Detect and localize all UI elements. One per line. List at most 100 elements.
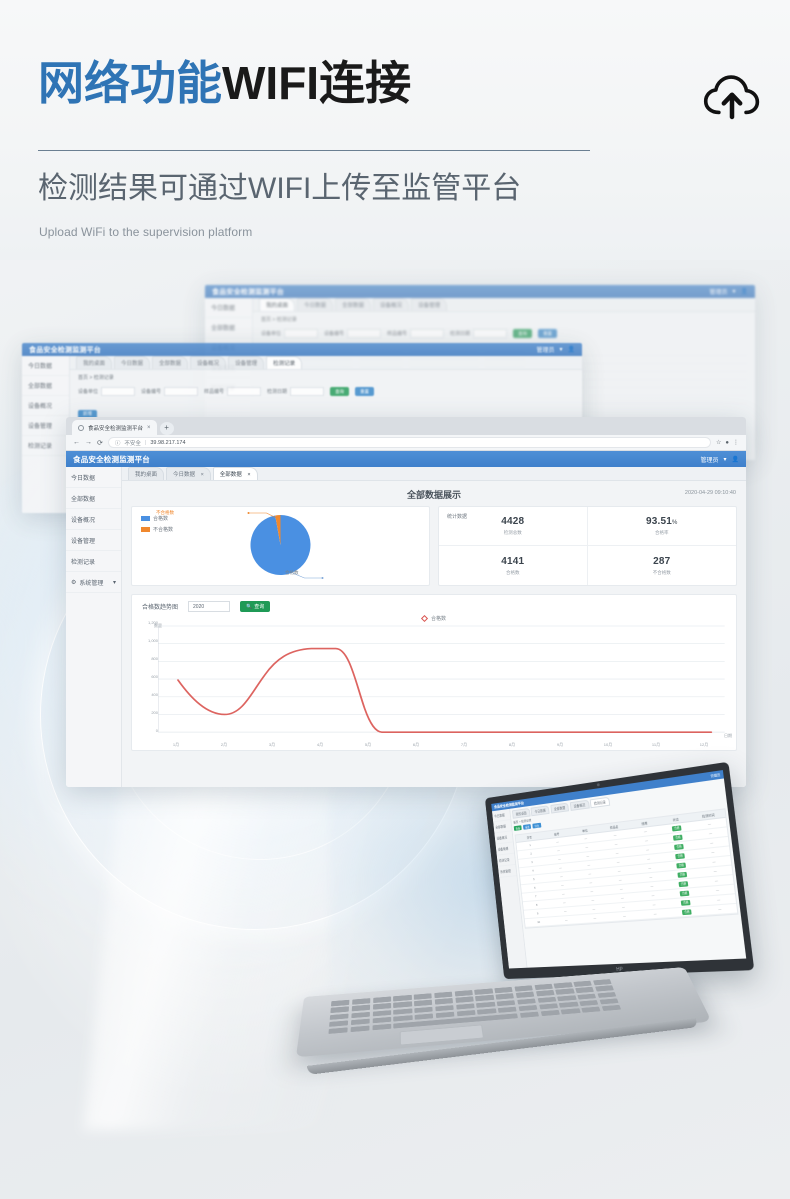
bw2-sidebar-item-1[interactable]: 全部数据 [22, 376, 69, 396]
y-tick-3: 600 [151, 674, 158, 679]
bw2-add-button[interactable]: 新增 [78, 409, 97, 419]
bw1-tab-4[interactable]: 设备管理 [411, 298, 448, 311]
sidebar-item-all-data[interactable]: 全部数据 [66, 488, 121, 509]
reload-icon[interactable]: ⟳ [97, 439, 103, 447]
bw2-tabbar[interactable]: 我的桌面 今日数据 全部数据 设备概况 设备管理 检测记录 [70, 356, 582, 370]
tab-all-data[interactable]: 全部数据 × [212, 467, 258, 480]
laptop-screen[interactable]: 食品安全检测监测平台 管理员 今日数据 全部数据 设备概况 设备管理 检测记录 … [491, 770, 747, 969]
bw1-filter-bar[interactable]: 设备单位 设备编号 样品编号 检测日期 查询 重置 [253, 323, 755, 344]
bw1-tabbar[interactable]: 我的桌面 今日数据 全部数据 设备概况 设备管理 [253, 298, 755, 312]
browser-omnibar[interactable]: ← → ⟳ ⓘ 不安全 | 39.98.217.174 ☆ ● ⋮ [66, 435, 746, 451]
browser-tabstrip[interactable]: 食品安全检测监测平台 × + [66, 417, 746, 435]
sidebar-item-today-data[interactable]: 今日数据 [66, 467, 121, 488]
forward-icon[interactable]: → [85, 439, 92, 446]
bw2-field-0[interactable]: 设备单位 [78, 387, 136, 396]
bw1-field-1[interactable]: 设备编号 [324, 329, 382, 338]
bw2-tab-0[interactable]: 我的桌面 [76, 356, 113, 369]
bw1-field-0-input[interactable] [284, 329, 319, 338]
bw2-sidebar-item-4[interactable]: 检测记录 [22, 436, 69, 456]
security-label: 不安全 [124, 440, 141, 447]
bw1-field-1-input[interactable] [347, 329, 382, 338]
pie-legend-item-pass[interactable]: 合格数 [141, 515, 173, 522]
app-sidebar[interactable]: 今日数据 全部数据 设备概况 设备管理 检测记录 ⚙ 系统管理 ▾ [66, 467, 122, 787]
main-browser-window[interactable]: 食品安全检测监测平台 × + ← → ⟳ ⓘ 不安全 | 39.98.217.1… [66, 417, 746, 787]
bw2-user[interactable]: 管理员 ▾ 👤 [536, 345, 575, 354]
bw1-field-2[interactable]: 样品编号 [387, 329, 445, 338]
menu-icon[interactable]: ⋮ [733, 440, 739, 446]
app-tabbar[interactable]: 我的桌面 今日数据 × 全部数据 × [122, 467, 746, 481]
close-icon[interactable]: × [147, 424, 151, 431]
address-bar[interactable]: ⓘ 不安全 | 39.98.217.174 [107, 437, 711, 448]
bw1-field-0[interactable]: 设备单位 [261, 329, 319, 338]
new-tab-button[interactable]: + [159, 422, 174, 435]
bw2-field-2-input[interactable] [227, 387, 262, 396]
bw2-field-3[interactable]: 检测日期 [267, 387, 325, 396]
laptop-export-button[interactable]: 导出 [532, 822, 542, 829]
bw2-tab-5[interactable]: 检测记录 [266, 356, 303, 369]
chevron-down-icon[interactable]: ▾ [112, 579, 116, 586]
bw1-tab-0[interactable]: 我的桌面 [259, 298, 296, 311]
x-tick-8: 9月 [556, 742, 564, 747]
laptop-touchpad[interactable] [399, 1024, 485, 1046]
app-user-icon[interactable]: 👤 [731, 456, 739, 463]
laptop-reset-button[interactable]: 重置 [523, 823, 532, 830]
tab-my-desktop[interactable]: 我的桌面 [128, 467, 165, 480]
bw1-tab-3[interactable]: 设备概况 [373, 298, 410, 311]
bw2-field-1-input[interactable] [164, 387, 199, 396]
laptop-sidebar-item-5[interactable]: 系统管理 [498, 864, 517, 878]
bw1-user-icon: 👤 [740, 289, 748, 295]
bw2-field-2-label: 样品编号 [204, 389, 225, 395]
bw1-field-2-input[interactable] [410, 329, 445, 338]
bw1-tab-1[interactable]: 今日数据 [297, 298, 334, 311]
laptop-search-button[interactable]: 查询 [513, 825, 522, 831]
sidebar-item-system-management[interactable]: ⚙ 系统管理 ▾ [66, 572, 121, 593]
bw2-sidebar-item-3[interactable]: 设备管理 [22, 416, 69, 436]
bw2-sidebar[interactable]: 今日数据 全部数据 设备概况 设备管理 检测记录 [22, 356, 70, 513]
bw1-reset-button[interactable]: 重置 [538, 329, 558, 338]
chart-legend[interactable]: 合格数 [132, 614, 736, 623]
status-badge: 合格 [678, 880, 689, 887]
bw1-sidebar-item-1[interactable]: 全部数据 [205, 318, 252, 338]
pie-legend[interactable]: 合格数 不合格数 [141, 515, 173, 533]
bw1-sidebar-item-0[interactable]: 今日数据 [205, 298, 252, 318]
bw2-field-3-input[interactable] [290, 387, 325, 396]
legend-swatch-pass [141, 516, 150, 522]
bw1-search-button[interactable]: 查询 [513, 329, 533, 338]
profile-avatar-icon[interactable]: ● [725, 439, 729, 446]
trend-toolbar[interactable]: 合格数趋势图 2020 🔍 查询 [132, 595, 736, 614]
bw2-tab-3[interactable]: 设备概况 [190, 356, 227, 369]
bw2-tab-4[interactable]: 设备管理 [228, 356, 265, 369]
bw1-field-3-input[interactable] [473, 329, 508, 338]
back-icon[interactable]: ← [73, 439, 80, 446]
app-user-menu[interactable]: 管理员 ▾ 👤 [700, 455, 739, 464]
bw1-tab-2[interactable]: 全部数据 [335, 298, 372, 311]
pie-chart: 合格数 不合格数 [132, 507, 429, 585]
browser-tab-active[interactable]: 食品安全检测监测平台 × [72, 420, 157, 435]
bw2-field-0-input[interactable] [101, 387, 136, 396]
bw2-field-2[interactable]: 样品编号 [204, 387, 262, 396]
bw2-sidebar-item-0[interactable]: 今日数据 [22, 356, 69, 376]
year-input[interactable]: 2020 [188, 601, 231, 612]
bw2-field-1[interactable]: 设备编号 [141, 387, 199, 396]
close-icon[interactable]: × [247, 472, 251, 478]
search-button[interactable]: 🔍 查询 [240, 601, 271, 612]
bw2-sidebar-item-2[interactable]: 设备概况 [22, 396, 69, 416]
tab-today-data[interactable]: 今日数据 × [166, 467, 211, 480]
omnibar-actions[interactable]: ☆ ● ⋮ [715, 439, 739, 447]
bookmark-star-icon[interactable]: ☆ [715, 440, 722, 446]
bw2-search-button[interactable]: 查询 [330, 387, 350, 396]
bw2-reset-button[interactable]: 重置 [355, 387, 375, 396]
sidebar-item-device-overview[interactable]: 设备概况 [66, 509, 121, 530]
sidebar-item-test-records[interactable]: 检测记录 [66, 551, 121, 572]
chevron-down-icon[interactable]: ▾ [723, 456, 727, 463]
bw2-tab-1[interactable]: 今日数据 [114, 356, 151, 369]
bw1-user[interactable]: 管理员 ▾ 👤 [709, 287, 748, 296]
bw1-field-3[interactable]: 检测日期 [450, 329, 508, 338]
gear-icon: ⚙ [71, 579, 77, 586]
stat-total: 4428 检测总数 [439, 507, 588, 546]
bw2-tab-2[interactable]: 全部数据 [152, 356, 189, 369]
sidebar-item-device-management[interactable]: 设备管理 [66, 530, 121, 551]
close-icon[interactable]: × [200, 472, 204, 478]
bw2-filter-bar[interactable]: 设备单位 设备编号 样品编号 检测日期 查询 重置 [70, 381, 582, 402]
pie-legend-item-fail[interactable]: 不合格数 [141, 526, 173, 533]
